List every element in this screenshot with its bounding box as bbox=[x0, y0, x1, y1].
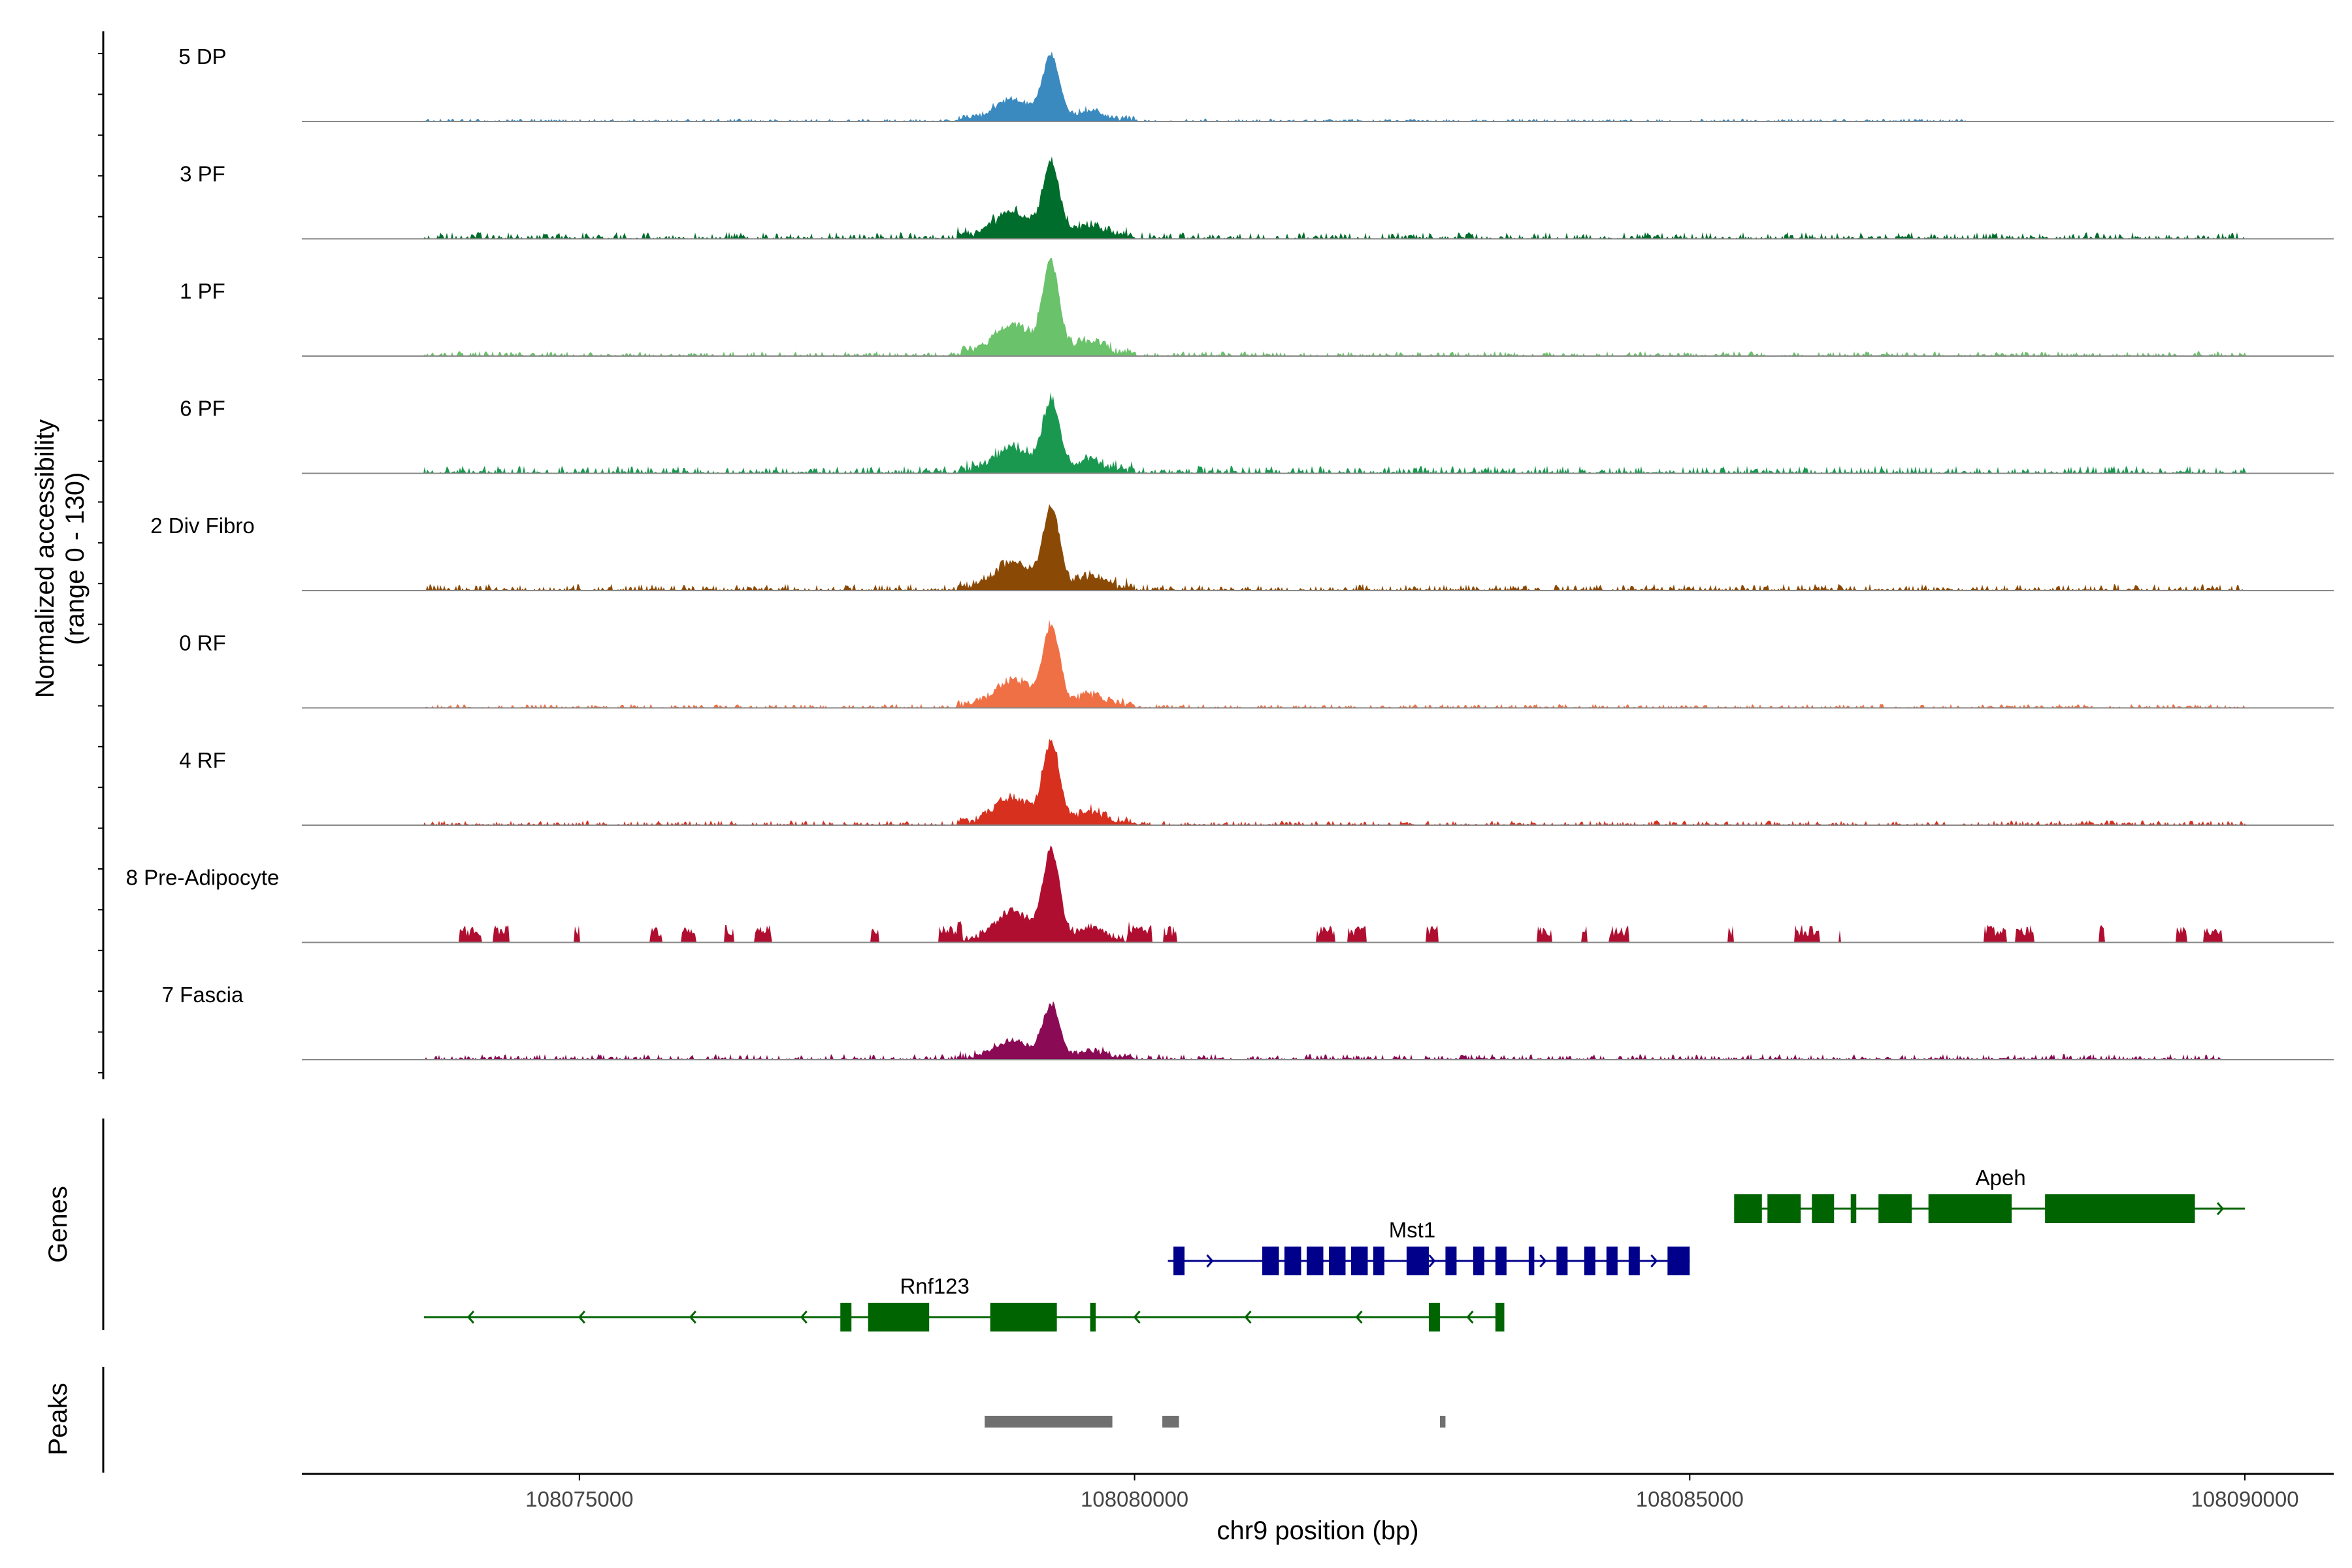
strand-arrow bbox=[800, 1311, 808, 1324]
coverage-track: 2 Div Fibro bbox=[150, 504, 2334, 591]
coverage-area bbox=[302, 392, 2334, 474]
exon bbox=[1445, 1247, 1457, 1275]
exon bbox=[1328, 1247, 1346, 1275]
coverage-area bbox=[302, 845, 2334, 943]
gene-model: Rnf123 bbox=[423, 1274, 1505, 1331]
coverage-area bbox=[302, 156, 2334, 239]
track-label: 5 DP bbox=[178, 44, 226, 69]
strand-arrow bbox=[1539, 1254, 1547, 1267]
x-tick-label: 108090000 bbox=[2191, 1487, 2298, 1511]
coverage-track: 5 DP bbox=[178, 44, 2334, 122]
gene-annotations: Apeh Mst1 Rnf123 bbox=[423, 1166, 2246, 1331]
exon bbox=[1090, 1303, 1096, 1331]
x-axis-title: chr9 position (bp) bbox=[1217, 1516, 1418, 1545]
coverage-y-ticks bbox=[98, 53, 103, 1073]
track-label: 0 RF bbox=[179, 631, 226, 655]
x-axis-ticks: 108075000 108080000 108085000 108090000 bbox=[525, 1474, 2299, 1511]
track-label: 6 PF bbox=[180, 397, 225, 421]
exon bbox=[1473, 1247, 1484, 1275]
exon bbox=[1307, 1247, 1324, 1275]
gene-model: Apeh bbox=[1734, 1166, 2246, 1223]
coverage-track: 4 RF bbox=[179, 738, 2334, 826]
exon bbox=[1606, 1247, 1618, 1275]
coverage-track: 6 PF bbox=[180, 392, 2334, 474]
strand-arrow bbox=[1466, 1311, 1474, 1324]
strand-arrow bbox=[1244, 1311, 1252, 1324]
track-label: 4 RF bbox=[179, 748, 226, 772]
exon bbox=[1406, 1247, 1429, 1275]
track-label: 2 Div Fibro bbox=[150, 514, 255, 538]
exon bbox=[1734, 1194, 1762, 1223]
strand-arrow bbox=[1355, 1311, 1363, 1324]
x-tick-label: 108075000 bbox=[525, 1487, 633, 1511]
peak-regions bbox=[985, 1416, 1446, 1428]
gene-name-label: Apeh bbox=[1976, 1166, 2026, 1190]
coverage-track: 3 PF bbox=[180, 156, 2334, 240]
exon bbox=[1628, 1247, 1640, 1275]
gene-name-label: Rnf123 bbox=[900, 1274, 969, 1298]
exon bbox=[868, 1303, 930, 1331]
y-axis-title: Normalized accessibility bbox=[31, 419, 59, 698]
coverage-area bbox=[302, 738, 2334, 825]
exon bbox=[1928, 1194, 2012, 1223]
strand-arrow bbox=[1206, 1254, 1214, 1267]
exon bbox=[1767, 1194, 1801, 1223]
x-tick-label: 108080000 bbox=[1081, 1487, 1188, 1511]
exon bbox=[1850, 1194, 1857, 1223]
strand-arrow bbox=[1650, 1254, 1658, 1267]
coverage-track: 7 Fascia bbox=[162, 983, 2334, 1060]
x-tick-label: 108085000 bbox=[1636, 1487, 1744, 1511]
exon bbox=[1350, 1247, 1368, 1275]
exon bbox=[1878, 1194, 1912, 1223]
exon bbox=[1262, 1247, 1279, 1275]
exon bbox=[1173, 1247, 1185, 1275]
coverage-area bbox=[302, 1001, 2334, 1060]
coverage-area bbox=[302, 504, 2334, 591]
coverage-track: 1 PF bbox=[180, 258, 2334, 357]
coverage-area bbox=[302, 619, 2334, 708]
track-label: 3 PF bbox=[180, 162, 225, 186]
exon bbox=[1495, 1303, 1505, 1331]
track-label: 7 Fascia bbox=[162, 983, 244, 1007]
genes-panel-label: Genes bbox=[44, 1186, 73, 1263]
exon bbox=[1812, 1194, 1835, 1223]
exon bbox=[2045, 1194, 2195, 1223]
coverage-track: 0 RF bbox=[179, 619, 2334, 709]
gene-name-label: Mst1 bbox=[1389, 1218, 1436, 1242]
coverage-tracks: 5 DP 3 PF 1 PF 6 PF 2 Div Fibro 0 RF 4 RF 8 Pre… bbox=[126, 44, 2334, 1060]
coverage-area bbox=[302, 258, 2334, 356]
exon bbox=[1556, 1247, 1568, 1275]
peak-region bbox=[1439, 1416, 1446, 1428]
peaks-panel-label: Peaks bbox=[44, 1382, 73, 1455]
strand-arrow bbox=[466, 1311, 475, 1324]
coverage-track: 8 Pre-Adipocyte bbox=[126, 845, 2334, 943]
track-label: 1 PF bbox=[180, 279, 225, 303]
exon bbox=[1284, 1247, 1301, 1275]
strand-arrow bbox=[2216, 1202, 2225, 1215]
gene-model: Mst1 bbox=[1168, 1218, 1690, 1275]
exon bbox=[1373, 1247, 1384, 1275]
exon bbox=[990, 1303, 1057, 1331]
y-axis-subtitle: (range 0 - 130) bbox=[61, 472, 90, 645]
strand-arrow bbox=[578, 1311, 585, 1324]
peak-region bbox=[985, 1416, 1113, 1428]
exon bbox=[840, 1303, 852, 1331]
exon bbox=[1667, 1247, 1690, 1275]
exon bbox=[1584, 1247, 1595, 1275]
exon bbox=[1428, 1303, 1440, 1331]
peak-region bbox=[1162, 1416, 1179, 1428]
exon bbox=[1528, 1247, 1535, 1275]
track-label: 8 Pre-Adipocyte bbox=[126, 866, 280, 890]
coverage-area bbox=[302, 51, 2334, 122]
exon bbox=[1495, 1247, 1507, 1275]
strand-arrow bbox=[1428, 1254, 1436, 1267]
strand-arrow bbox=[689, 1311, 696, 1324]
strand-arrow bbox=[1133, 1311, 1141, 1324]
